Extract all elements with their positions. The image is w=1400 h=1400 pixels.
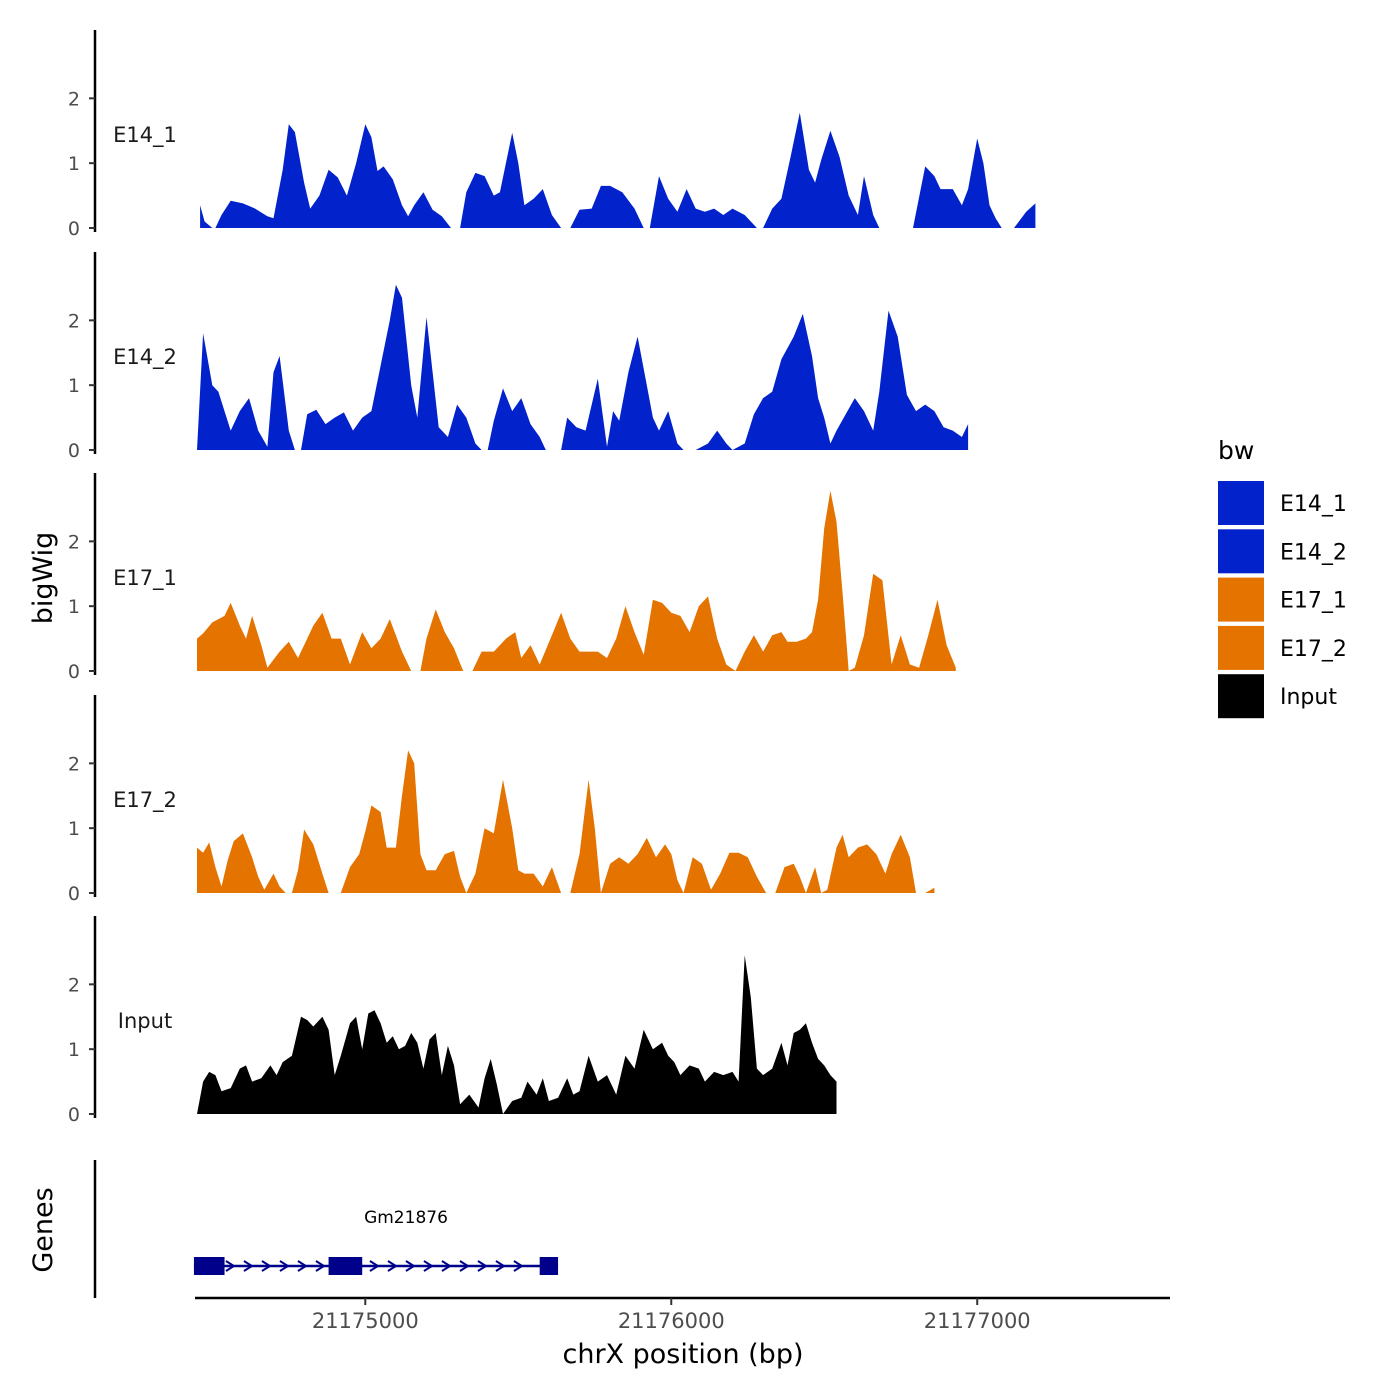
track-panel-e17_2: 0 1 2 E17_2 [68, 695, 935, 905]
y-tick-label: 2 [68, 753, 80, 775]
strand-arrow [369, 1260, 380, 1272]
legend-item-e17_2: E17_2 [1218, 625, 1347, 670]
gene-label: Gm21876 [364, 1208, 448, 1228]
legend-item-e17_1: E17_1 [1218, 577, 1347, 622]
legend-label: Input [1280, 685, 1337, 710]
strand-arrow [423, 1260, 434, 1272]
y-tick-label: 0 [68, 661, 80, 683]
track-panel-e14_1: 0 1 2 E14_1 [68, 30, 1036, 240]
gene-exon [328, 1257, 363, 1275]
y-tick-label: 2 [68, 974, 80, 996]
coverage-area-e14_1 [200, 112, 1036, 228]
y-tick-label: 2 [68, 310, 80, 332]
legend-label: E14_2 [1280, 540, 1347, 565]
legend-item-e14_1: E14_1 [1218, 481, 1347, 525]
legend-swatch [1218, 674, 1264, 719]
gene-exon [193, 1257, 225, 1275]
legend-label: E17_2 [1280, 637, 1347, 662]
y-tick-label: 0 [68, 883, 80, 905]
strand-arrow [405, 1260, 416, 1272]
strand-arrow [387, 1260, 398, 1272]
strand-arrow [495, 1260, 506, 1272]
legend-swatch [1218, 481, 1264, 525]
y-tick-label: 1 [68, 596, 80, 618]
track-label-input: Input [118, 1009, 172, 1033]
legend-label: E14_1 [1280, 492, 1347, 517]
strand-arrow [315, 1260, 326, 1272]
tracks-layer: 0 1 2 E14_1 0 1 2 E14_2 0 1 2 E17_1 0 1 2 E17_2 0 1 2 Input [68, 30, 1036, 1126]
x-tick-label: 21177000 [924, 1309, 1031, 1333]
strand-arrow [441, 1260, 452, 1272]
strand-arrow [225, 1260, 236, 1272]
legend-items: E14_1 E14_2 E17_1 E17_2 Input [1218, 481, 1347, 719]
legend-item-e14_2: E14_2 [1218, 529, 1347, 574]
legend-item-input: Input [1218, 674, 1337, 719]
track-label-e14_2: E14_2 [113, 345, 177, 370]
track-panel-input: 0 1 2 Input [68, 916, 837, 1126]
coverage-area-e14_2 [197, 284, 969, 450]
coverage-area-input [197, 955, 837, 1114]
y-tick-label: 1 [68, 153, 80, 175]
x-axis: 21175000 21176000 21177000 [195, 1296, 1170, 1333]
legend-label: E17_1 [1280, 589, 1347, 614]
y-tick-label: 0 [68, 440, 80, 462]
genes-axis-title: Genes [28, 1187, 59, 1272]
x-tick-label: 21176000 [618, 1309, 725, 1333]
track-label-e17_1: E17_1 [113, 566, 177, 591]
y-axis-title: bigWig [28, 532, 59, 625]
y-tick-label: 1 [68, 1039, 80, 1061]
gene-model: Gm21876 [193, 1208, 559, 1275]
strand-arrow [279, 1260, 290, 1272]
x-tick-label: 21175000 [312, 1309, 419, 1333]
track-panel-e17_1: 0 1 2 E17_1 [68, 473, 956, 683]
strand-arrow [513, 1260, 524, 1272]
strand-arrow [477, 1260, 488, 1272]
legend-swatch [1218, 625, 1264, 670]
x-axis-title: chrX position (bp) [562, 1339, 803, 1370]
track-label-e14_1: E14_1 [113, 123, 177, 148]
y-tick-label: 0 [68, 1104, 80, 1126]
strand-arrow [243, 1260, 254, 1272]
y-tick-label: 2 [68, 531, 80, 553]
legend-swatch [1218, 529, 1264, 574]
gene-exon [539, 1257, 559, 1275]
legend: bw E14_1 E14_2 E17_1 E17_2 Input [1218, 436, 1347, 719]
y-tick-label: 2 [68, 88, 80, 110]
y-tick-label: 0 [68, 218, 80, 240]
strand-arrow [297, 1260, 308, 1272]
coverage-area-e17_2 [197, 750, 935, 893]
genes-panel: Gm21876 [93, 1160, 559, 1298]
strand-arrow [261, 1260, 272, 1272]
legend-swatch [1218, 577, 1264, 622]
coverage-area-e17_1 [197, 490, 956, 671]
track-label-e17_2: E17_2 [113, 788, 177, 813]
track-panel-e14_2: 0 1 2 E14_2 [68, 252, 969, 462]
strand-arrow [459, 1260, 470, 1272]
y-tick-label: 1 [68, 375, 80, 397]
legend-title: bw [1218, 436, 1254, 465]
y-tick-label: 1 [68, 818, 80, 840]
